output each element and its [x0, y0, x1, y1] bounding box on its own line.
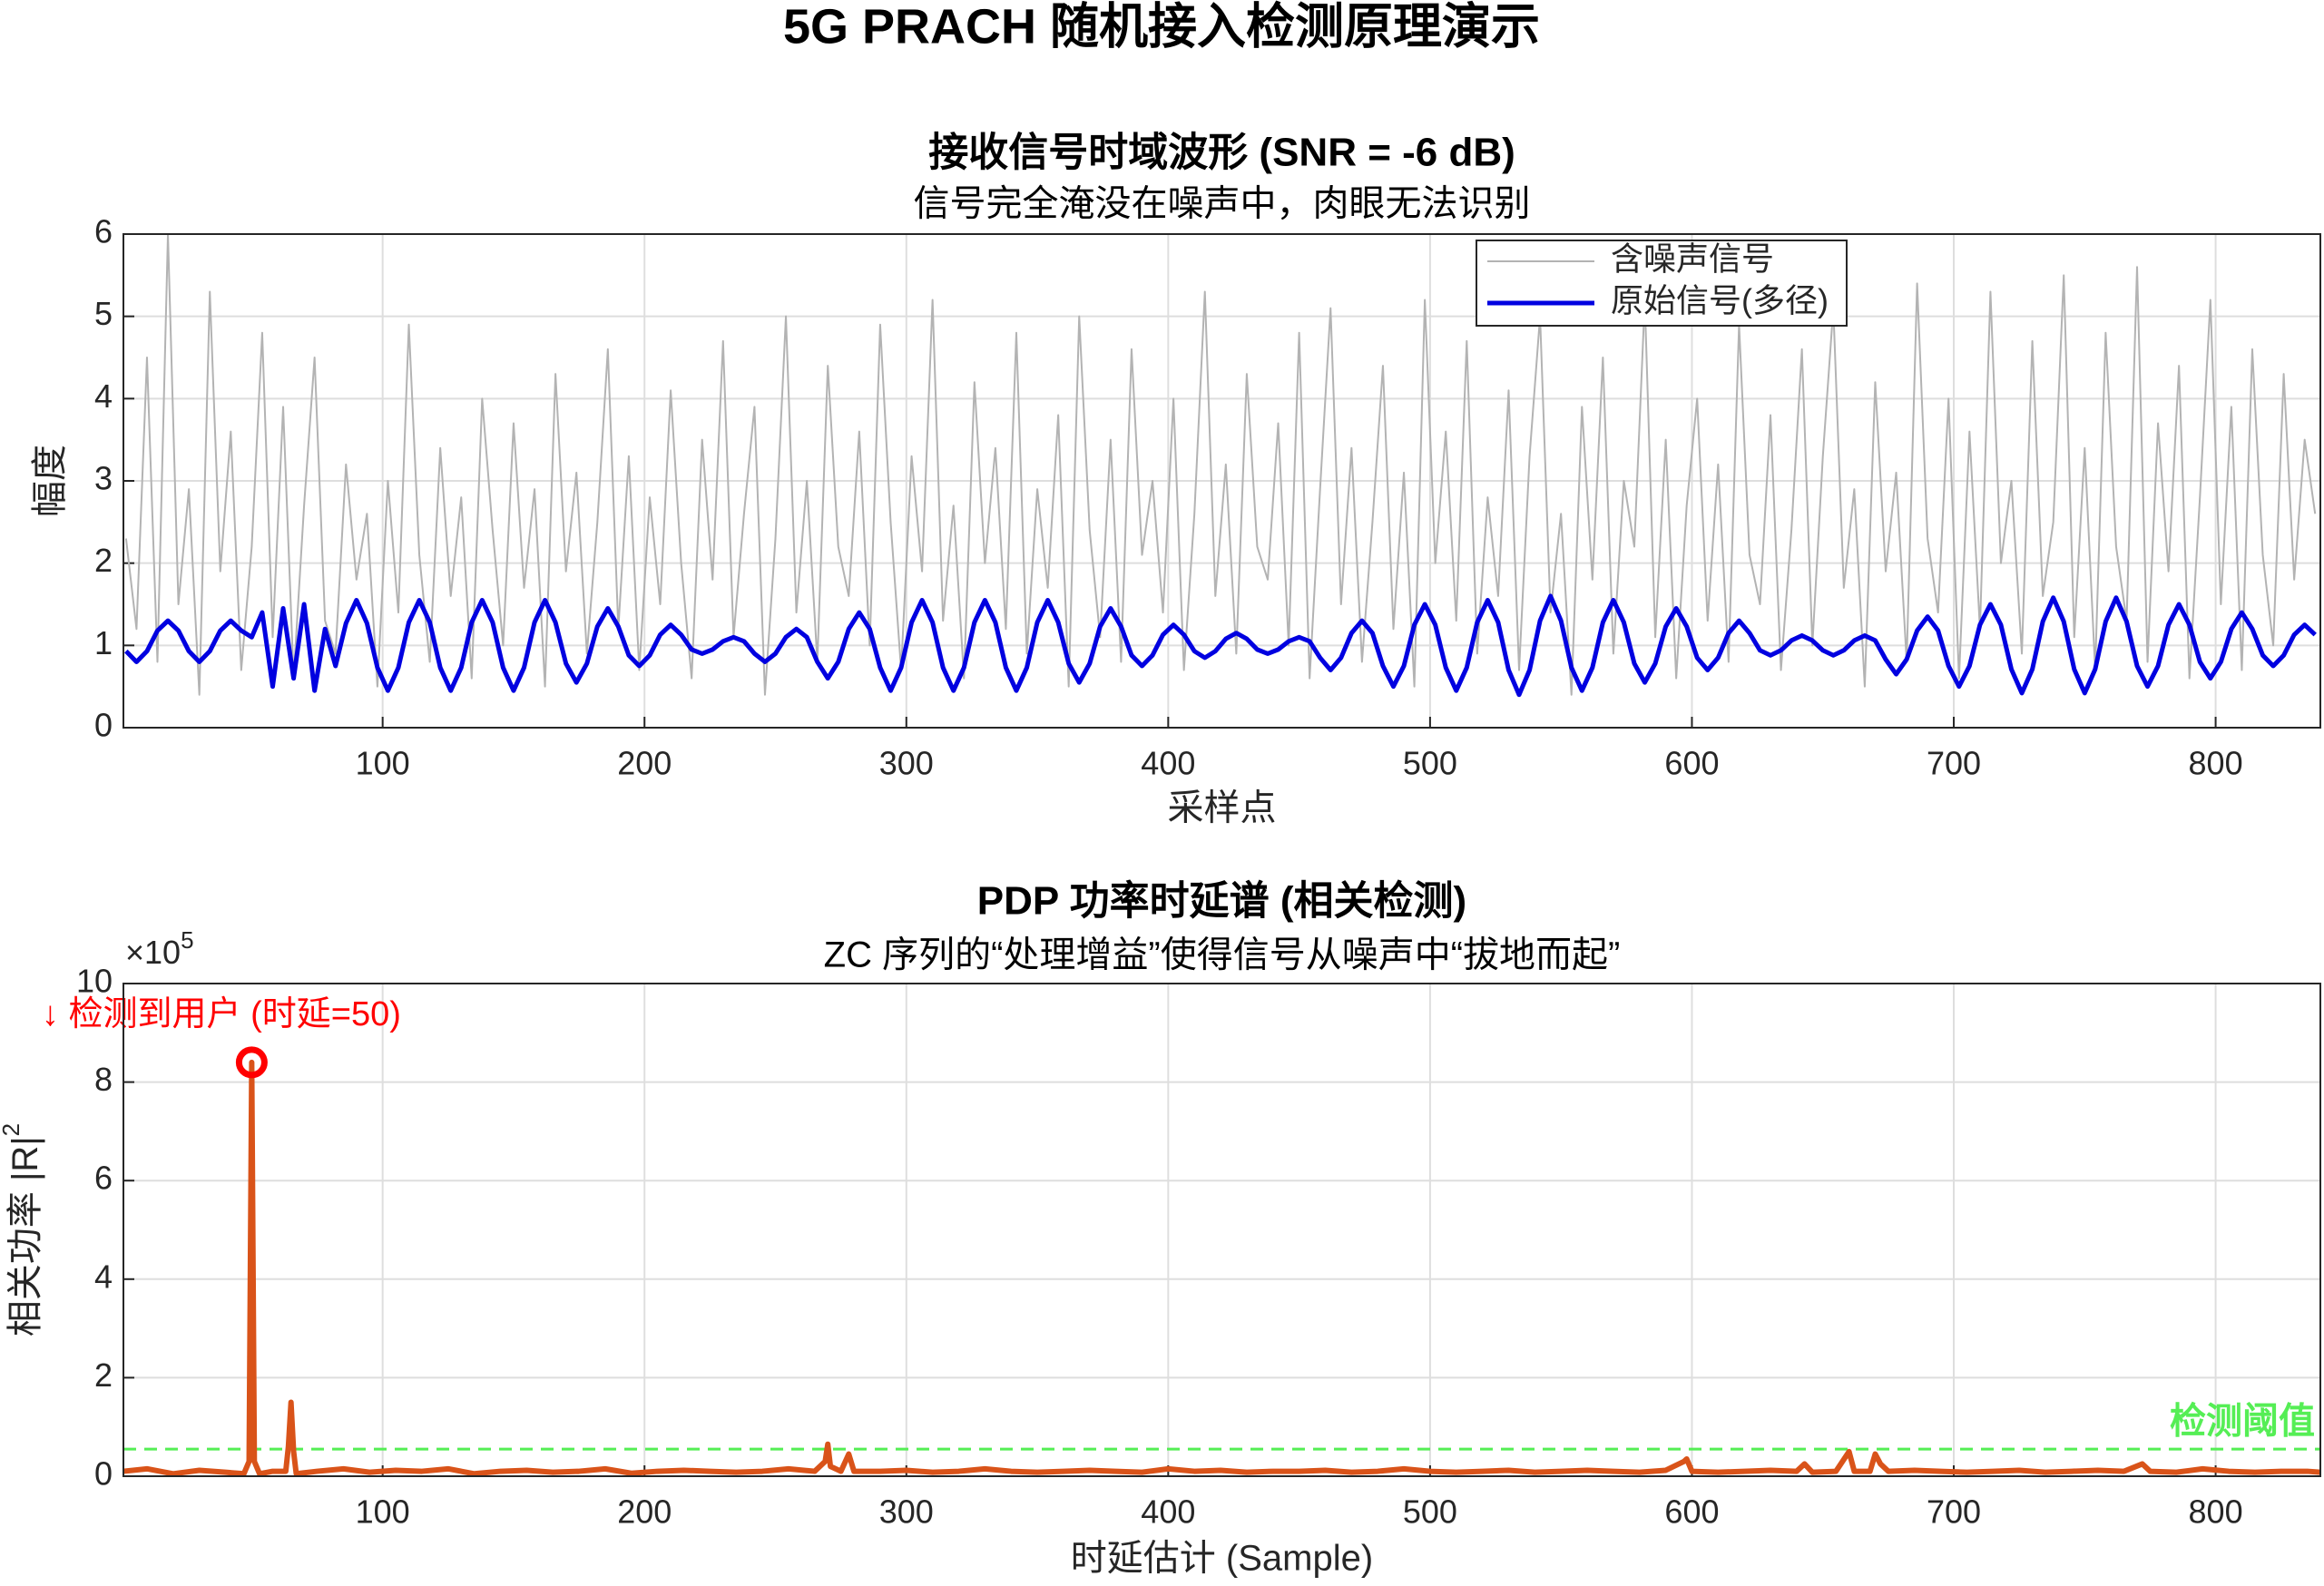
y-axis-label: 幅度 [30, 445, 70, 517]
y-tick-label: 2 [94, 542, 113, 579]
annotation: ↓ 检测到用户 (时延=50) [42, 995, 401, 1033]
x-tick-label: 500 [1403, 745, 1457, 782]
axes-subtitle: ZC 序列的“处理增益”使得信号从噪声中“拔地而起” [824, 935, 1621, 975]
y-tick-label: 5 [94, 295, 113, 332]
axes-subtitle: 信号完全淹没在噪声中，肉眼无法识别 [914, 184, 1531, 224]
series-line [123, 1059, 2321, 1477]
x-tick-label: 700 [1927, 745, 1981, 782]
x-tick-label: 200 [617, 1493, 672, 1531]
x-tick-label: 200 [617, 745, 672, 782]
figure-title: 5G PRACH 随机接入检测原理演示 [783, 0, 1540, 54]
detection-marker [235, 1046, 268, 1079]
x-tick-label: 400 [1141, 1493, 1195, 1531]
y-axis-label-power: 2 [0, 1123, 25, 1136]
x-tick-label: 400 [1141, 745, 1195, 782]
y-tick-label: 6 [94, 213, 113, 250]
threshold-label: 检测阈值 [2170, 1402, 2315, 1442]
y-tick-label: 1 [94, 624, 113, 661]
y-tick-label: 2 [94, 1356, 113, 1394]
x-tick-label: 700 [1927, 1493, 1981, 1531]
y-multiplier: ×105 [125, 926, 194, 971]
y-tick-label: 4 [94, 1258, 113, 1295]
x-tick-label: 500 [1403, 1493, 1457, 1531]
axes-title: 接收信号时域波形 (SNR = -6 dB) [928, 131, 1515, 175]
x-tick-label: 600 [1664, 745, 1719, 782]
legend-box [1476, 240, 1848, 327]
x-tick-label: 800 [2189, 745, 2243, 782]
x-axis-label: 采样点 [1168, 788, 1277, 828]
x-tick-label: 300 [879, 745, 934, 782]
legend-label: 原始信号(多径) [1611, 282, 1829, 319]
y-tick-label: 0 [94, 1455, 113, 1493]
x-tick-label: 100 [356, 745, 410, 782]
y-tick-label: 8 [94, 1061, 113, 1098]
y-tick-label: 6 [94, 1160, 113, 1197]
y-tick-label: 4 [94, 377, 113, 415]
x-tick-label: 300 [879, 1493, 934, 1531]
y-tick-label: 10 [76, 963, 113, 1000]
y-multiplier-power: 5 [181, 926, 193, 954]
y-axis-label-text: 相关功率 |R| [5, 1136, 45, 1336]
y-tick-label: 3 [94, 460, 113, 497]
legend-label: 含噪声信号 [1611, 240, 1774, 278]
y-tick-label: 0 [94, 707, 113, 744]
axes-box [123, 983, 2321, 1477]
y-axis-label-text: 幅度 [30, 445, 70, 517]
x-tick-label: 100 [356, 1493, 410, 1531]
x-axis-label: 时延估计 (Sample) [1071, 1539, 1373, 1579]
axes-box [123, 233, 2321, 729]
x-tick-label: 600 [1664, 1493, 1719, 1531]
axes-title: PDP 功率时延谱 (相关检测) [977, 879, 1466, 924]
y-multiplier-base: ×10 [125, 934, 181, 971]
series-line [124, 233, 2317, 696]
x-tick-label: 800 [2189, 1493, 2243, 1531]
y-axis-label: 相关功率 |R|2 [0, 1123, 45, 1336]
series-line [124, 593, 2317, 698]
